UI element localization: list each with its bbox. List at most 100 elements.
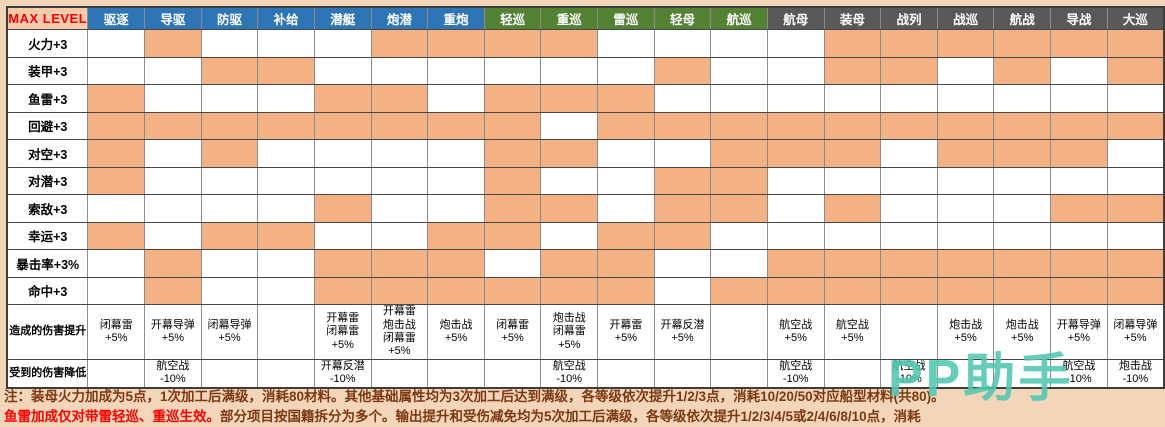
stat-row-6: 索敌+3 — [6, 194, 1165, 223]
matrix-cell-empty — [597, 358, 655, 389]
modifier-cell: 开幕导弹 +5% — [1050, 304, 1108, 360]
column-header-8: 重巡 — [540, 6, 599, 30]
matrix-cell-filled — [483, 139, 542, 168]
modifier-cell: 闭幕雷 +5% — [483, 304, 542, 360]
matrix-cell-filled — [823, 194, 882, 223]
matrix-cell-empty — [427, 358, 485, 389]
matrix-cell-filled — [823, 111, 882, 140]
column-header-2: 防驱 — [200, 6, 259, 30]
matrix-cell-empty — [1050, 56, 1108, 85]
matrix-cell-empty — [257, 166, 315, 195]
row-label: 火力+3 — [6, 29, 89, 58]
matrix-cell-empty — [1106, 84, 1165, 113]
matrix-cell-empty — [766, 166, 825, 195]
matrix-cell-filled — [880, 29, 938, 58]
matrix-cell-empty — [880, 221, 938, 250]
matrix-cell-filled — [1106, 111, 1165, 140]
matrix-cell-filled — [880, 56, 938, 85]
matrix-cell-filled — [200, 139, 259, 168]
matrix-cell-empty — [597, 166, 655, 195]
matrix-cell-empty — [144, 166, 202, 195]
matrix-cell-filled — [257, 111, 315, 140]
matrix-cell-empty — [200, 194, 259, 223]
matrix-cell-filled — [993, 29, 1052, 58]
row-label: 暴击率+3% — [6, 249, 89, 278]
matrix-cell-filled — [540, 276, 599, 305]
damage-down-row: 受到的伤害降低 航空战 -10% 开幕反潜 -10% 航空战 -10% 航空战 -10%… — [6, 358, 1165, 389]
modifier-cell: 开幕雷 炮击战 闭幕雷 +5% — [370, 304, 429, 360]
matrix-cell-filled — [597, 84, 655, 113]
stat-row-5: 对潜+3 — [6, 166, 1165, 195]
matrix-cell-empty — [87, 56, 146, 85]
matrix-cell-filled — [200, 221, 259, 250]
column-header-15: 战巡 — [936, 6, 995, 30]
matrix-cell-empty — [370, 358, 429, 389]
matrix-cell-filled — [993, 139, 1052, 168]
column-header-14: 战列 — [880, 6, 938, 30]
matrix-cell-empty — [257, 358, 315, 389]
matrix-cell-empty — [427, 139, 485, 168]
matrix-cell-empty — [257, 194, 315, 223]
matrix-cell-filled — [936, 139, 995, 168]
column-header-12: 航母 — [766, 6, 825, 30]
matrix-cell-filled — [313, 276, 372, 305]
modifier-cell: 航空战 -10% — [766, 358, 825, 389]
matrix-cell-filled — [427, 276, 485, 305]
matrix-cell-empty — [1050, 166, 1108, 195]
row-label: 鱼雷+3 — [6, 84, 89, 113]
matrix-cell-filled — [427, 249, 485, 278]
matrix-cell-filled — [823, 249, 882, 278]
matrix-cell-empty — [257, 139, 315, 168]
matrix-cell-empty — [483, 249, 542, 278]
matrix-cell-filled — [823, 139, 882, 168]
matrix-cell-empty — [823, 221, 882, 250]
matrix-cell-empty — [766, 56, 825, 85]
matrix-cell-empty — [653, 358, 712, 389]
stat-row-7: 幸运+3 — [6, 221, 1165, 250]
matrix-cell-filled — [540, 139, 599, 168]
matrix-cell-empty — [144, 84, 202, 113]
matrix-cell-filled — [710, 276, 768, 305]
column-header-13: 装母 — [823, 6, 882, 30]
matrix-cell-filled — [936, 111, 995, 140]
matrix-cell-filled — [483, 29, 542, 58]
modifier-cell: 开幕雷 闭幕雷 +5% — [313, 304, 372, 360]
matrix-cell-empty — [427, 166, 485, 195]
stat-row-3: 回避+3 — [6, 111, 1165, 140]
matrix-cell-empty — [144, 139, 202, 168]
matrix-cell-filled — [87, 111, 146, 140]
matrix-cell-filled — [370, 276, 429, 305]
matrix-cell-empty — [710, 304, 768, 360]
matrix-cell-empty — [993, 358, 1052, 389]
matrix-cell-empty — [200, 166, 259, 195]
matrix-cell-filled — [313, 111, 372, 140]
modifier-cell: 航空战 -10% — [1050, 358, 1108, 389]
matrix-cell-empty — [144, 221, 202, 250]
matrix-cell-filled — [1106, 194, 1165, 223]
matrix-cell-empty — [1050, 84, 1108, 113]
matrix-cell-empty — [653, 249, 712, 278]
matrix-cell-filled — [1050, 111, 1108, 140]
matrix-cell-empty — [144, 194, 202, 223]
column-header-3: 补给 — [257, 6, 315, 30]
modifier-cell: 开幕反潜 +5% — [653, 304, 712, 360]
matrix-cell-filled — [936, 249, 995, 278]
modifier-cell: 炮击战 闭幕雷 +5% — [540, 304, 599, 360]
modifier-cell: 炮击战 +5% — [936, 304, 995, 360]
matrix-cell-empty — [880, 139, 938, 168]
matrix-cell-filled — [313, 84, 372, 113]
footnote-dark-segment: 部分项目按国籍拆分为多个。输出提升和受伤减免均为5次加工后满级，各等级依次提升1… — [220, 409, 921, 424]
matrix-cell-filled — [993, 276, 1052, 305]
matrix-cell-empty — [710, 249, 768, 278]
matrix-cell-empty — [370, 166, 429, 195]
matrix-cell-filled — [597, 249, 655, 278]
modifier-cell: 闭幕导弹 +5% — [1106, 304, 1165, 360]
matrix-cell-empty — [880, 194, 938, 223]
matrix-cell-empty — [993, 84, 1052, 113]
matrix-cell-empty — [766, 84, 825, 113]
matrix-cell-empty — [257, 304, 315, 360]
matrix-cell-filled — [766, 139, 825, 168]
matrix-cell-filled — [540, 194, 599, 223]
matrix-cell-filled — [1106, 29, 1165, 58]
modifier-cell: 闭幕导弹 +5% — [200, 304, 259, 360]
